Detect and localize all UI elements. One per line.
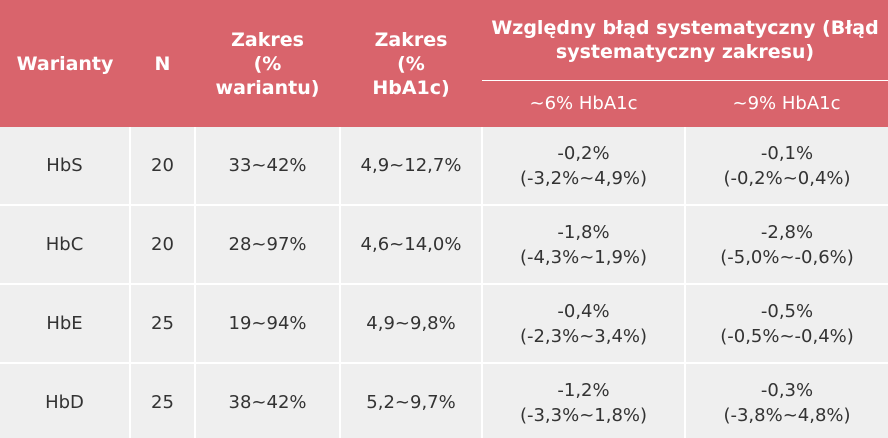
table-cell: -1,8% (-4,3%~1,9%)	[481, 204, 686, 285]
text-line: -0,4%	[557, 300, 610, 322]
text-line: 4,9~12,7%	[360, 155, 462, 176]
text-line: 28~97%	[228, 234, 307, 255]
text-line: HbS	[46, 155, 83, 176]
text-line: (-0,2%~0,4%)	[723, 167, 851, 189]
text-line: 4,9~9,8%	[366, 313, 456, 334]
table-cell: 20	[129, 127, 196, 206]
table-cell: -0,2% (-3,2%~4,9%)	[481, 127, 686, 206]
table-cell: 5,2~9,7%	[339, 362, 483, 438]
table-cell: -0,5% (-0,5%~-0,4%)	[683, 283, 888, 364]
table-cell: -0,4% (-2,3%~3,4%)	[481, 283, 686, 364]
text-line: Względny błąd systematyczny (Błąd	[491, 17, 879, 39]
text-line: (%	[397, 52, 425, 75]
text-line: systematyczny zakresu)	[555, 41, 815, 63]
subcolumn-header: ~9% HbA1c	[685, 80, 888, 127]
text-line: 19~94%	[228, 313, 307, 334]
text-line: N	[154, 52, 171, 75]
text-line: -0,3%	[760, 379, 814, 401]
text-line: HbA1c)	[372, 76, 450, 99]
column-header: N	[130, 0, 195, 127]
text-line: (-4,3%~1,9%)	[519, 246, 648, 268]
table-cell: 4,9~12,7%	[339, 127, 483, 206]
table-cell: 38~42%	[194, 362, 341, 438]
text-line: (-2,3%~3,4%)	[519, 325, 648, 347]
column-header: Zakres (% HbA1c)	[340, 0, 482, 127]
table-cell: 20	[129, 204, 196, 285]
table-row: HbC 20 28~97% 4,6~14,0% -1,8% (-4,3%~1,9%) -2,…	[0, 204, 888, 285]
text-line: (-3,8%~4,8%)	[723, 404, 851, 426]
group-header: Względny błąd systematyczny (Błąd systema…	[482, 0, 888, 81]
table-cell: 19~94%	[194, 283, 341, 364]
subcolumn-header: ~6% HbA1c	[482, 80, 685, 127]
text-line: 20	[151, 155, 174, 176]
header-row: Warianty N Zakres (% wariantu) Zakres (% HbA1c)…	[0, 0, 888, 127]
text-line: (-5,0%~-0,6%)	[720, 246, 854, 268]
text-line: -0,1%	[760, 142, 814, 164]
table-cell: -0,3% (-3,8%~4,8%)	[683, 362, 888, 438]
text-line: wariantu)	[215, 76, 320, 99]
text-line: -1,2%	[557, 379, 610, 401]
table-cell: 4,6~14,0%	[339, 204, 483, 285]
table-cell: -0,1% (-0,2%~0,4%)	[683, 127, 888, 206]
table-cell: -1,2% (-3,3%~1,8%)	[481, 362, 686, 438]
table-cell: 25	[129, 362, 196, 438]
text-line: 25	[151, 392, 174, 413]
table-cell: 25	[129, 283, 196, 364]
table-cell: 28~97%	[194, 204, 341, 285]
text-line: -1,8%	[557, 221, 610, 243]
text-line: 38~42%	[228, 392, 307, 413]
text-line: 25	[151, 313, 174, 334]
text-line: Zakres	[374, 28, 448, 51]
table-cell: HbS	[0, 127, 131, 206]
text-line: (-3,2%~4,9%)	[519, 167, 648, 189]
text-line: HbE	[46, 313, 83, 334]
table-body: HbS 20 33~42% 4,9~12,7% -0,2% (-3,2%~4,9%) -0,…	[0, 127, 888, 438]
header-row: ~6% HbA1c ~9% HbA1c	[0, 80, 888, 127]
text-line: (-0,5%~-0,4%)	[720, 325, 854, 347]
table-cell: -2,8% (-5,0%~-0,6%)	[683, 204, 888, 285]
table-row: HbE 25 19~94% 4,9~9,8% -0,4% (-2,3%~3,4%) -0,5…	[0, 283, 888, 364]
table-cell: HbD	[0, 362, 131, 438]
text-line: 33~42%	[228, 155, 307, 176]
text-line: (-3,3%~1,8%)	[519, 404, 648, 426]
text-line: HbC	[45, 234, 84, 255]
table-cell: HbC	[0, 204, 131, 285]
text-line: 4,6~14,0%	[360, 234, 462, 255]
text-line: -0,5%	[760, 300, 814, 322]
table-cell: HbE	[0, 283, 131, 364]
text-line: Zakres	[231, 28, 304, 51]
table-header: Warianty N Zakres (% wariantu) Zakres (% HbA1c)…	[0, 0, 888, 127]
table-row: HbD 25 38~42% 5,2~9,7% -1,2% (-3,3%~1,8%) -0,3…	[0, 362, 888, 438]
table-cell: 33~42%	[194, 127, 341, 206]
column-header: Warianty	[0, 0, 130, 127]
table-cell: 4,9~9,8%	[339, 283, 483, 364]
text-line: -2,8%	[760, 221, 814, 243]
text-line: HbD	[45, 392, 84, 413]
text-line: 5,2~9,7%	[366, 392, 456, 413]
text-line: Warianty	[16, 52, 114, 75]
text-line: 20	[151, 234, 174, 255]
column-header: Zakres (% wariantu)	[195, 0, 340, 127]
text-line: (%	[253, 52, 282, 75]
text-line: -0,2%	[557, 142, 610, 164]
table-row: HbS 20 33~42% 4,9~12,7% -0,2% (-3,2%~4,9%) -0,…	[0, 127, 888, 206]
